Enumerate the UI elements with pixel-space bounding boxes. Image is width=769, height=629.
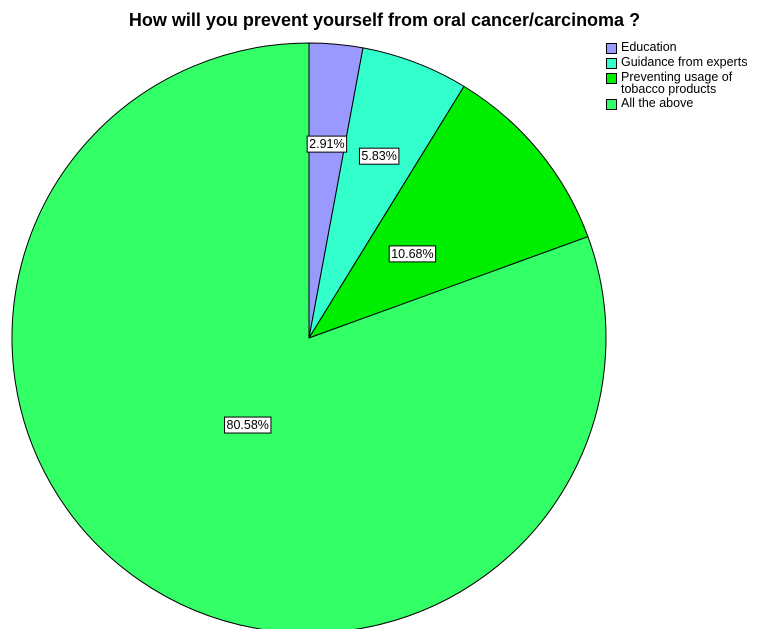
pie-label-2: 5.83% — [358, 147, 400, 165]
pie-label-box-1 — [306, 135, 348, 153]
pie-slice-4 — [11, 42, 607, 629]
legend-item-3: Preventing usage of tobacco products — [606, 71, 769, 95]
pie-label-box-4 — [224, 416, 272, 434]
legend-label: Guidance from experts — [621, 55, 748, 69]
legend-swatch — [606, 58, 617, 69]
pie-label-1: 2.91% — [306, 135, 348, 153]
pie-label-box-3 — [388, 245, 437, 263]
legend: Education Guidance from experts Preventing… — [606, 41, 769, 112]
pie-slices — [11, 42, 607, 629]
pie-label-text-4: 80.58% — [227, 418, 269, 432]
legend-swatch — [606, 43, 617, 54]
chart-title: How will you prevent yourself from oral … — [128, 10, 641, 30]
pie-slice-3 — [307, 85, 589, 339]
legend-label: Education — [621, 40, 677, 54]
legend-item-2: Guidance from experts — [606, 56, 769, 69]
legend-item-4: All the above — [606, 97, 769, 110]
legend-swatch — [606, 73, 617, 84]
pie-label-3: 10.68% — [388, 245, 437, 263]
legend-label: Preventing usage of tobacco products — [621, 70, 733, 96]
pie-label-box-2 — [358, 147, 400, 165]
legend-label: All the above — [621, 96, 694, 110]
pie-label-text-3: 10.68% — [391, 247, 433, 261]
legend-item-1: Education — [606, 41, 769, 54]
pie-label-4: 80.58% — [224, 416, 272, 434]
pie-labels: 2.91% 5.83% 10.68% 80.58% — [224, 135, 437, 434]
pie-label-text-1: 2.91% — [309, 137, 344, 151]
legend-swatch — [606, 99, 617, 110]
pie-label-text-2: 5.83% — [361, 149, 396, 163]
